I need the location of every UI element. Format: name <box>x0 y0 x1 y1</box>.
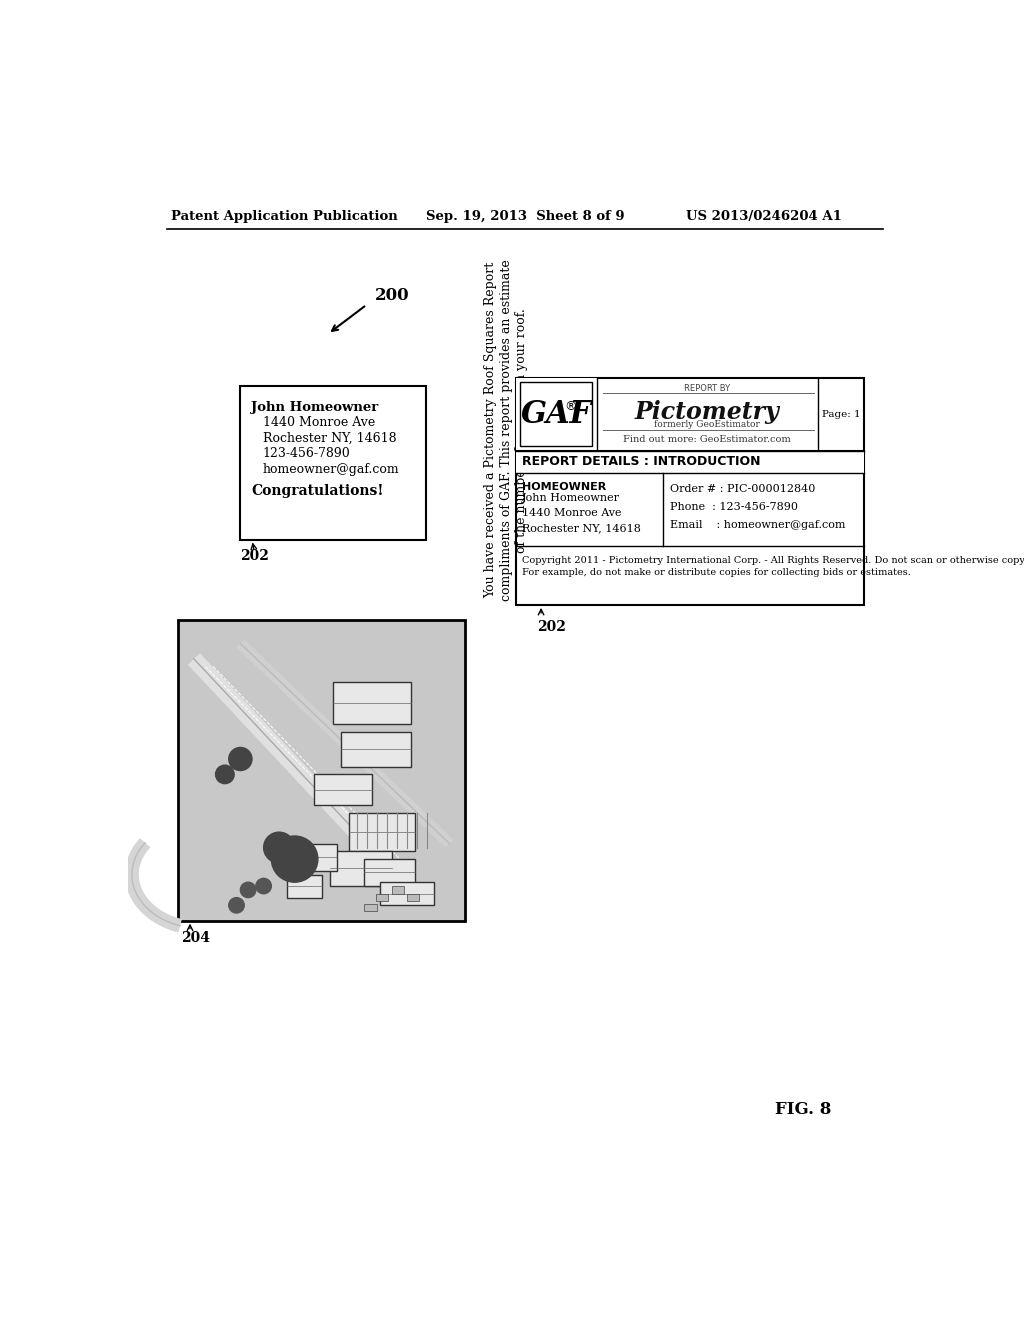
Text: Order # : PIC-000012840: Order # : PIC-000012840 <box>671 484 816 494</box>
Bar <box>287 874 322 898</box>
Text: REPORT BY: REPORT BY <box>684 384 730 393</box>
Text: Patent Application Publication: Patent Application Publication <box>171 210 397 223</box>
Bar <box>515 378 864 605</box>
Circle shape <box>256 878 271 894</box>
Text: 200: 200 <box>375 286 409 304</box>
Text: 1440 Monroe Ave: 1440 Monroe Ave <box>521 508 622 517</box>
Text: Pictometry: Pictometry <box>635 400 779 425</box>
Text: REPORT DETAILS : INTRODUCTION: REPORT DETAILS : INTRODUCTION <box>521 455 760 469</box>
Text: GAF: GAF <box>520 399 592 430</box>
Bar <box>241 385 426 540</box>
Text: Find out more: GeoEstimator.com: Find out more: GeoEstimator.com <box>624 436 792 444</box>
Circle shape <box>271 836 317 882</box>
Bar <box>365 859 415 886</box>
Text: You have received a Pictometry Roof Squares Report: You have received a Pictometry Roof Squa… <box>484 263 498 598</box>
Text: US 2013/0246204 A1: US 2013/0246204 A1 <box>686 210 842 223</box>
Text: Copyright 2011 - Pictometry International Corp. - All Rights Reserved. Do not sc: Copyright 2011 - Pictometry Internationa… <box>521 557 1024 565</box>
Bar <box>349 813 415 851</box>
Bar <box>299 843 337 871</box>
Circle shape <box>263 832 295 863</box>
Bar <box>515 378 597 451</box>
Text: HOMEOWNER: HOMEOWNER <box>521 482 606 492</box>
Text: 204: 204 <box>180 931 210 945</box>
Text: Email    : homeowner@gaf.com: Email : homeowner@gaf.com <box>671 520 846 529</box>
Text: ®: ® <box>564 400 577 413</box>
Bar <box>380 882 434 906</box>
Bar <box>334 682 411 725</box>
Bar <box>341 733 411 767</box>
Text: Congratulations!: Congratulations! <box>251 484 384 498</box>
Circle shape <box>228 898 245 913</box>
Text: Rochester NY, 14618: Rochester NY, 14618 <box>263 432 396 445</box>
Bar <box>391 886 403 894</box>
Text: For example, do not make or distribute copies for collecting bids or estimates.: For example, do not make or distribute c… <box>521 568 910 577</box>
Text: John Homeowner: John Homeowner <box>521 492 620 503</box>
Circle shape <box>228 747 252 771</box>
Text: FIG. 8: FIG. 8 <box>775 1101 831 1118</box>
Bar <box>520 383 592 446</box>
Text: Rochester NY, 14618: Rochester NY, 14618 <box>521 524 641 533</box>
Text: Phone  : 123-456-7890: Phone : 123-456-7890 <box>671 502 799 512</box>
Text: homeowner@gaf.com: homeowner@gaf.com <box>263 462 399 475</box>
Bar <box>407 894 420 902</box>
Bar <box>365 904 377 911</box>
Bar <box>330 851 391 886</box>
Text: Sep. 19, 2013  Sheet 8 of 9: Sep. 19, 2013 Sheet 8 of 9 <box>426 210 625 223</box>
Text: compliments of GAF. This report provides an estimate: compliments of GAF. This report provides… <box>500 259 513 601</box>
Text: John Homeowner: John Homeowner <box>251 401 379 414</box>
Text: 202: 202 <box>241 549 269 564</box>
Text: Page: 1: Page: 1 <box>821 411 860 418</box>
Circle shape <box>216 766 234 784</box>
Text: 1440 Monroe Ave: 1440 Monroe Ave <box>263 416 375 429</box>
Bar <box>178 620 465 921</box>
Text: of the number of squares on your roof.: of the number of squares on your roof. <box>515 308 528 553</box>
Text: 123-456-7890: 123-456-7890 <box>263 447 350 461</box>
Bar <box>515 451 864 473</box>
Text: formerly GeoEstimator: formerly GeoEstimator <box>654 420 760 429</box>
Bar <box>376 894 388 902</box>
Text: 202: 202 <box>538 619 566 634</box>
Circle shape <box>241 882 256 898</box>
Bar <box>314 775 372 805</box>
